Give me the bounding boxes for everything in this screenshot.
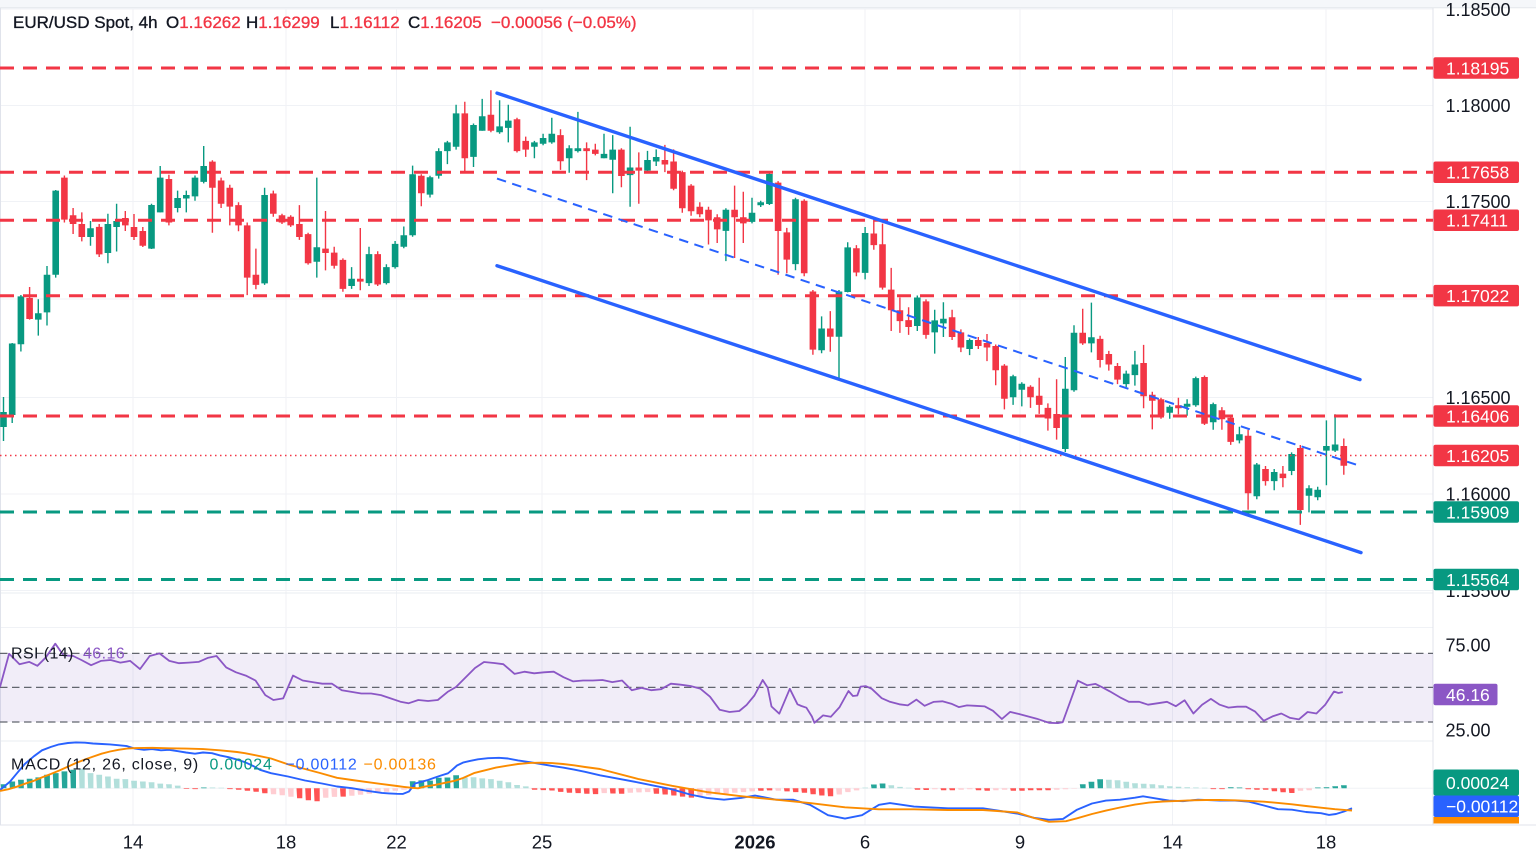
svg-text:C1.16205: C1.16205 [408, 13, 482, 32]
svg-text:2026: 2026 [734, 832, 775, 853]
svg-text:22: 22 [386, 832, 407, 853]
svg-text:25.00: 25.00 [1446, 721, 1491, 741]
svg-text:L1.16112: L1.16112 [330, 13, 400, 32]
svg-text:25: 25 [532, 832, 553, 853]
svg-text:−0.00136: −0.00136 [364, 757, 437, 774]
svg-text:1.16205: 1.16205 [1446, 446, 1509, 466]
svg-text:0.00024: 0.00024 [210, 757, 273, 774]
svg-text:18: 18 [1316, 832, 1337, 853]
svg-text:1.16500: 1.16500 [1446, 388, 1511, 408]
svg-text:9: 9 [1015, 832, 1025, 853]
svg-text:14: 14 [1162, 832, 1183, 853]
svg-text:O1.16262: O1.16262 [166, 13, 241, 32]
svg-text:EUR/USD Spot, 4h: EUR/USD Spot, 4h [13, 13, 158, 32]
svg-text:0.00024: 0.00024 [1446, 773, 1510, 793]
svg-text:−0.00112: −0.00112 [1446, 796, 1518, 816]
svg-text:1.17411: 1.17411 [1446, 211, 1508, 231]
svg-text:MACD (12, 26, close, 9): MACD (12, 26, close, 9) [11, 757, 199, 774]
svg-text:1.18000: 1.18000 [1446, 96, 1511, 116]
svg-text:RSI (14): RSI (14) [11, 646, 74, 663]
svg-text:−0.00056 (−0.05%): −0.00056 (−0.05%) [491, 13, 637, 32]
svg-text:1.17022: 1.17022 [1446, 286, 1509, 306]
svg-text:1.18195: 1.18195 [1446, 58, 1509, 78]
svg-text:1.17658: 1.17658 [1446, 163, 1509, 183]
svg-text:6: 6 [860, 832, 870, 853]
svg-text:1.15564: 1.15564 [1446, 570, 1510, 590]
svg-text:46.16: 46.16 [1446, 685, 1490, 705]
svg-text:−0.00112: −0.00112 [286, 757, 358, 774]
svg-text:1.15909: 1.15909 [1446, 502, 1509, 522]
svg-text:H1.16299: H1.16299 [246, 13, 320, 32]
svg-text:75.00: 75.00 [1446, 636, 1491, 656]
svg-text:14: 14 [123, 832, 144, 853]
svg-text:1.17500: 1.17500 [1446, 192, 1511, 212]
svg-text:18: 18 [276, 832, 297, 853]
svg-text:1.18500: 1.18500 [1446, 0, 1511, 20]
svg-text:46.16: 46.16 [83, 646, 125, 663]
svg-text:1.16000: 1.16000 [1446, 485, 1511, 505]
svg-text:1.16406: 1.16406 [1446, 406, 1509, 426]
